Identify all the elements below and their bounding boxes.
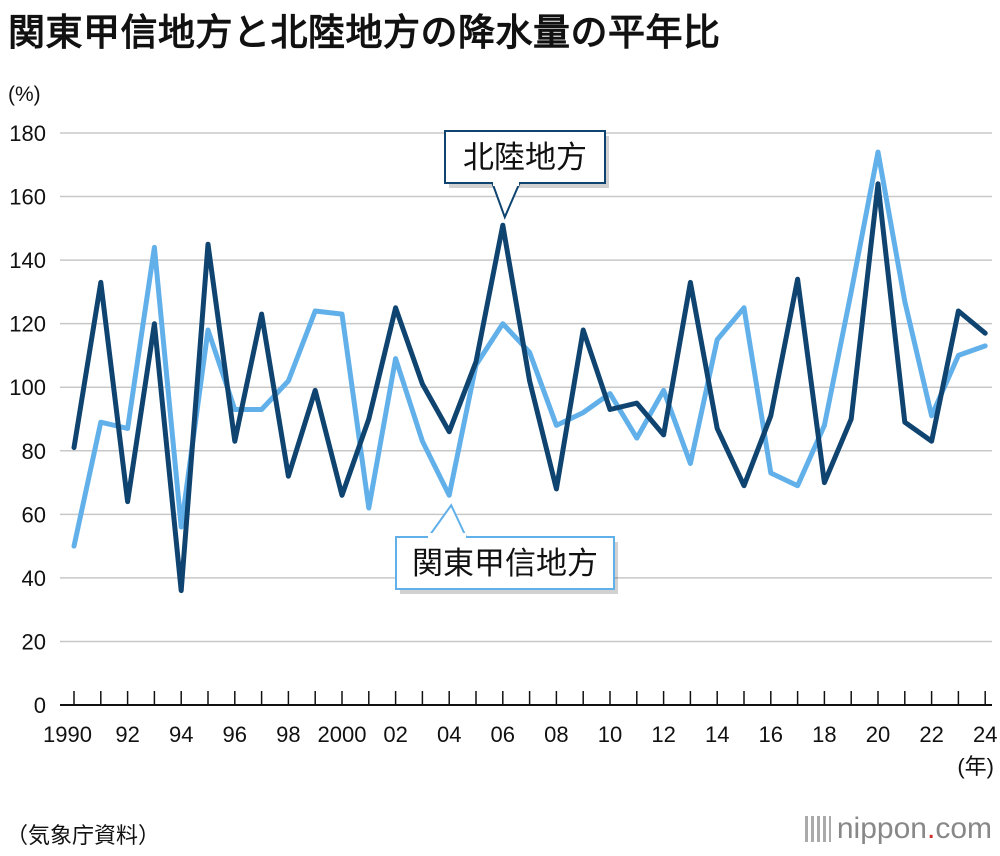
x-tick-label: 12 (651, 722, 675, 747)
x-tick-label: 16 (759, 722, 783, 747)
callout-seam (428, 533, 466, 540)
y-tick-label: 20 (22, 629, 46, 654)
y-axis-unit-label: (%) (8, 83, 41, 106)
x-tick-label: 10 (598, 722, 622, 747)
callout-box (395, 536, 615, 590)
x-tick-label: 2000 (318, 722, 367, 747)
chart-title: 関東甲信地方と北陸地方の降水量の平年比 (8, 11, 721, 54)
x-axis-unit-label: (年) (957, 754, 994, 779)
series-line-hokuriku (71, 181, 988, 594)
series-line-kanto-koshin (71, 149, 988, 549)
x-tick-label: 98 (276, 722, 300, 747)
y-tick-label: 60 (22, 502, 46, 527)
x-tick-label: 14 (705, 722, 729, 747)
x-tick-label: 24 (973, 722, 997, 747)
x-tick-label: 02 (383, 722, 407, 747)
callout-pointer (490, 181, 522, 220)
nippon-logo: nippon.com (804, 812, 992, 846)
logo-bars-icon (804, 816, 831, 842)
y-tick-label: 180 (9, 121, 46, 146)
x-tick-label: 06 (491, 722, 515, 747)
callout-kanto-koshin: 関東甲信地方 (395, 503, 618, 594)
series-layer (71, 149, 988, 594)
y-tick-label: 160 (9, 185, 46, 210)
source-note: （気象庁資料） (6, 824, 161, 849)
y-tick-label: 120 (9, 312, 46, 337)
callout-label: 北陸地方 (463, 140, 587, 175)
callout-box (444, 130, 606, 184)
x-tick-label: 22 (919, 722, 943, 747)
x-tick-label: 04 (437, 722, 461, 747)
x-tick-label: 92 (115, 722, 139, 747)
x-tick-label: 18 (812, 722, 836, 747)
y-tick-label: 100 (9, 375, 46, 400)
y-tick-label: 80 (22, 439, 46, 464)
x-tick-label: 08 (544, 722, 568, 747)
x-tick-label: 96 (223, 722, 247, 747)
x-tick-label: 1990 (43, 722, 92, 747)
callout-label: 関東甲信地方 (412, 546, 598, 581)
y-tick-label: 40 (22, 566, 46, 591)
callout-hokuriku: 北陸地方 (444, 130, 609, 220)
x-tick-label: 94 (169, 722, 193, 747)
y-tick-label: 0 (34, 693, 46, 718)
y-tick-label: 140 (9, 248, 46, 273)
x-tick-label: 20 (866, 722, 890, 747)
callout-seam (493, 181, 519, 186)
